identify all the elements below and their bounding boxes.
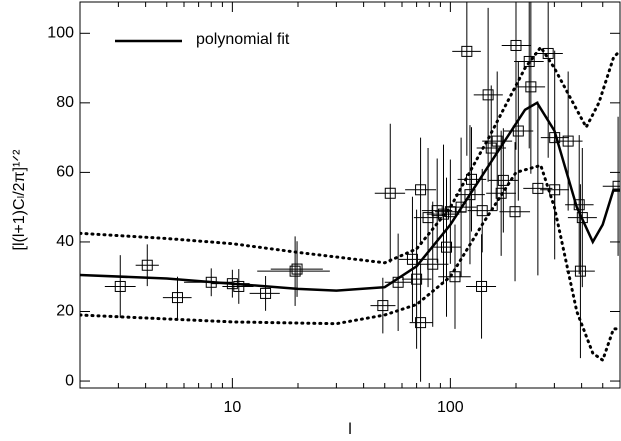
confidence-curve [80, 44, 620, 265]
data-point [384, 187, 396, 199]
data-point [576, 212, 588, 224]
data-point [441, 241, 453, 253]
data-point [532, 182, 544, 194]
data-point [497, 174, 509, 186]
y-tick-label: 0 [65, 372, 74, 389]
x-tick-label: 100 [437, 399, 464, 416]
x-tick-label: 10 [223, 399, 241, 416]
data-point [476, 205, 488, 217]
data-point [562, 135, 574, 147]
data-point [415, 184, 427, 196]
data-point [411, 273, 423, 285]
data-point [171, 292, 183, 304]
data-point [141, 259, 153, 271]
data-point [509, 206, 521, 218]
data-point [427, 258, 439, 270]
data-point [289, 265, 301, 277]
y-tick-label: 80 [56, 94, 74, 111]
y-axis-label: [l(l+1)Cₗ/2π]¹ᐟ² [11, 149, 28, 251]
data-point [612, 180, 620, 192]
data-point [495, 187, 507, 199]
data-point [437, 208, 449, 220]
y-tick-label: 20 [56, 303, 74, 320]
data-point [233, 280, 245, 292]
y-tick-label: 60 [56, 164, 74, 181]
data-point [461, 45, 473, 57]
confidence-curve [80, 163, 620, 363]
data-point [377, 300, 389, 312]
data-point [491, 135, 503, 147]
plot-frame [79, 1, 621, 389]
data-point [455, 201, 467, 213]
data-point [510, 39, 522, 51]
data-point [406, 253, 418, 265]
fit-curve [80, 101, 620, 292]
data-point [476, 280, 488, 292]
data-point [512, 125, 524, 137]
data-point [523, 55, 535, 67]
data-point [431, 205, 443, 217]
y-tick-label: 40 [56, 233, 74, 250]
data-point [114, 280, 126, 292]
legend-label: polynomial fit [196, 31, 290, 48]
data-point [525, 81, 537, 93]
data-point [482, 89, 494, 101]
data-point [291, 263, 303, 275]
data-point [464, 189, 476, 201]
data-point [260, 287, 272, 299]
x-axis-label: l [348, 421, 352, 438]
data-point [485, 142, 497, 154]
y-tick-label: 100 [47, 25, 74, 42]
data-point [574, 265, 586, 277]
plot-area [80, 2, 620, 382]
data-point [542, 47, 554, 59]
data-point [415, 317, 427, 329]
